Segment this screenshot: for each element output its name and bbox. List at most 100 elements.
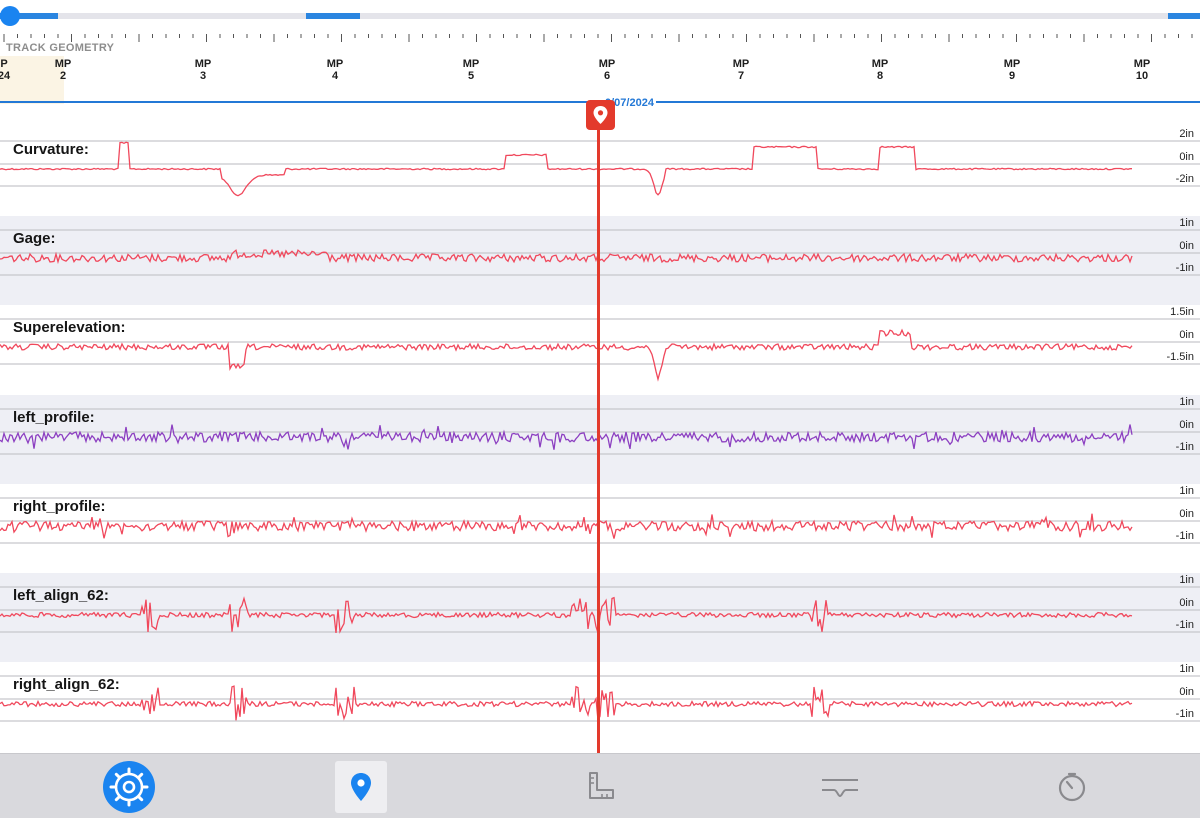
settings-gear-icon: [103, 761, 155, 813]
milepost-number: 9: [1008, 70, 1016, 82]
axis-tick-label: 0in: [1179, 240, 1194, 252]
channel-title: right_profile:: [13, 498, 106, 515]
milepost-prefix: MP: [732, 58, 750, 70]
channel-gage: Gage: 1in 0in -1in: [0, 216, 1200, 305]
milepost-label: MP 7: [733, 58, 750, 82]
axis-tick-label: 1in: [1179, 217, 1194, 229]
position-cursor[interactable]: [597, 120, 600, 753]
axis-tick-label: 0in: [1179, 151, 1194, 163]
milepost-label: MP 9: [1004, 58, 1021, 82]
location-button[interactable]: [335, 761, 387, 813]
ruler-measure-icon: [589, 772, 614, 799]
location-pin-icon: [351, 773, 371, 801]
channel-plot: [0, 586, 1200, 634]
milepost-label: P 24: [0, 58, 10, 82]
channel-trace: [0, 513, 1133, 539]
milepost-prefix: MP: [871, 58, 889, 70]
axis-tick-label: -2in: [1175, 173, 1194, 185]
channel-curvature: Curvature: 2in 0in -2in: [0, 127, 1200, 216]
milepost-label: MP 10: [1134, 58, 1151, 82]
timer-button[interactable]: [1046, 761, 1098, 813]
axis-tick-label: -1.5in: [1166, 351, 1194, 363]
milepost-prefix: MP: [598, 58, 616, 70]
milepost-label: MP 4: [327, 58, 344, 82]
channel-plot: [0, 229, 1200, 276]
section-label: TRACK GEOMETRY: [6, 42, 115, 54]
channel-left-profile: left_profile: 1in 0in -1in: [0, 395, 1200, 484]
axis-tick-label: 0in: [1179, 419, 1194, 431]
channel-title: Superelevation:: [13, 319, 126, 336]
bottom-toolbar: [0, 753, 1200, 818]
channel-title: Gage:: [13, 230, 56, 247]
channel-left-align-62: left_align_62: 1in 0in -1in: [0, 573, 1200, 662]
scrubber-handle[interactable]: [0, 6, 20, 26]
channel-title: left_align_62:: [13, 587, 109, 604]
milepost-prefix: MP: [1133, 58, 1151, 70]
date-label: 0/07/2024: [603, 97, 656, 109]
track-profile-button[interactable]: [814, 760, 866, 812]
milepost-number: 24: [0, 70, 11, 82]
ruler-highlight: [0, 56, 64, 104]
channel-trace: [0, 596, 1133, 634]
axis-tick-label: -1in: [1175, 441, 1194, 453]
axis-tick-label: -1in: [1175, 708, 1194, 720]
axis-tick-label: 0in: [1179, 597, 1194, 609]
milepost-ruler: TRACK GEOMETRY P 24 MP 2 MP 3 MP 4 MP 5 MP 6 MP 7 MP 8 M…: [0, 34, 1200, 106]
scrubber-segment: [0, 13, 58, 19]
milepost-number: 10: [1135, 70, 1149, 82]
channel-plot: [0, 318, 1200, 382]
axis-tick-label: -1in: [1175, 262, 1194, 274]
milepost-prefix: MP: [1003, 58, 1021, 70]
milepost-label: MP 5: [463, 58, 480, 82]
timer-icon: [1058, 772, 1086, 802]
axis-tick-label: 0in: [1179, 329, 1194, 341]
channel-plot: [0, 140, 1200, 197]
milepost-prefix: MP: [462, 58, 480, 70]
axis-tick-label: 1in: [1179, 574, 1194, 586]
channel-trace: [0, 424, 1133, 450]
channel-plot: [0, 497, 1200, 544]
channel-right-align-62: right_align_62: 1in 0in -1in: [0, 662, 1200, 751]
milepost-number: 5: [467, 70, 475, 82]
settings-button[interactable]: [103, 761, 155, 813]
axis-tick-label: 1in: [1179, 396, 1194, 408]
scrubber-track[interactable]: [0, 13, 1200, 19]
milepost-prefix: MP: [54, 58, 72, 70]
milepost-label: MP 6: [599, 58, 616, 82]
channel-title: Curvature:: [13, 141, 89, 158]
ruler-ticks: [3, 34, 1193, 42]
channel-trace: [0, 141, 1133, 197]
axis-tick-label: 1.5in: [1170, 306, 1194, 318]
measure-button[interactable]: [574, 760, 626, 812]
axis-tick-label: -1in: [1175, 619, 1194, 631]
axis-tick-label: 1in: [1179, 485, 1194, 497]
milepost-label: MP 3: [195, 58, 212, 82]
channel-right-profile: right_profile: 1in 0in -1in: [0, 484, 1200, 573]
cursor-pin[interactable]: [586, 100, 615, 130]
channel-plot: [0, 675, 1200, 723]
milepost-number: 4: [331, 70, 339, 82]
milepost-number: 3: [199, 70, 207, 82]
channel-trace: [0, 248, 1133, 265]
axis-tick-label: 1in: [1179, 663, 1194, 675]
milepost-number: 7: [737, 70, 745, 82]
milepost-number: 8: [876, 70, 884, 82]
milepost-label: MP 2: [55, 58, 72, 82]
axis-tick-label: 2in: [1179, 128, 1194, 140]
scrubber-segment: [306, 13, 360, 19]
track-profile-icon: [822, 779, 858, 798]
axis-tick-label: 0in: [1179, 686, 1194, 698]
milepost-prefix: MP: [194, 58, 212, 70]
channel-title: left_profile:: [13, 409, 95, 426]
milepost-prefix: MP: [326, 58, 344, 70]
scrubber-segment: [1168, 13, 1200, 19]
milepost-number: 6: [603, 70, 611, 82]
axis-tick-label: 0in: [1179, 508, 1194, 520]
timeline-scrubber[interactable]: [0, 0, 1200, 34]
channel-trace: [0, 328, 1133, 382]
channel-plot: [0, 408, 1200, 455]
milepost-prefix: P: [0, 58, 8, 70]
milepost-label: MP 8: [872, 58, 889, 82]
channel-title: right_align_62:: [13, 676, 120, 693]
channel-superelevation: Superelevation: 1.5in 0in -1.5in: [0, 305, 1200, 394]
